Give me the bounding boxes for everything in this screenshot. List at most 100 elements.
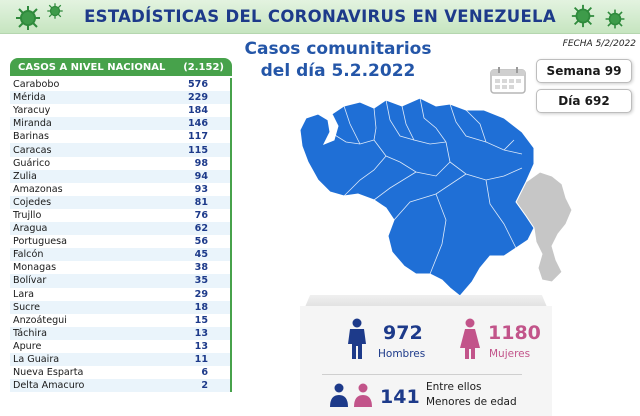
venezuela-map (299, 97, 573, 297)
case-count: 13 (194, 327, 208, 339)
state-name: Delta Amacuro (13, 380, 85, 392)
state-name: Carabobo (13, 79, 60, 91)
case-count: 56 (194, 236, 208, 248)
state-name: Cojedes (13, 196, 52, 208)
main-title: Casos comunitarios del día 5.2.2022 (238, 38, 438, 82)
virus-icon (571, 4, 595, 28)
table-row: Portuguesa 56 (10, 235, 230, 249)
case-count: 2 (201, 380, 208, 392)
week-box: Semana 99 (536, 59, 632, 83)
table-row: Mérida 229 (10, 91, 230, 105)
table-row: Zulia 94 (10, 169, 230, 183)
table-row: Sucre 18 (10, 300, 230, 314)
table-row: Monagas 38 (10, 261, 230, 275)
table-row: Aragua 62 (10, 222, 230, 236)
case-count: 576 (187, 79, 208, 91)
case-count: 93 (194, 183, 208, 195)
state-name: Miranda (13, 118, 52, 130)
virus-icon (16, 6, 40, 30)
state-name: Portuguesa (13, 236, 68, 248)
state-name: Nueva Esparta (13, 367, 84, 379)
table-row: Apure 13 (10, 339, 230, 353)
day-box: Día 692 (536, 89, 632, 113)
table-row: Trujllo 76 (10, 208, 230, 223)
case-count: 98 (194, 157, 208, 169)
calendar-icon (490, 67, 526, 94)
table-row: Lara 29 (10, 287, 230, 301)
table-row: Nueva Esparta 6 (10, 366, 230, 380)
case-count: 146 (187, 118, 208, 130)
case-count: 45 (194, 249, 208, 261)
state-name: Táchira (13, 327, 47, 339)
main-title-line2: del día 5.2.2022 (260, 61, 416, 81)
case-count: 94 (194, 170, 208, 182)
stats-divider (322, 374, 522, 375)
state-name: Aragua (13, 223, 48, 235)
state-name: Trujllo (13, 209, 42, 221)
header-banner: ESTADÍSTICAS DEL CORONAVIRUS EN VENEZUEL… (0, 0, 640, 34)
male-person-icon (348, 318, 366, 359)
women-count: 1180 (488, 322, 541, 344)
state-name: Lara (13, 288, 35, 300)
children-icon (330, 383, 372, 407)
table-row: Amazonas 93 (10, 182, 230, 196)
state-name: Barinas (13, 131, 50, 143)
state-name: Bolívar (13, 275, 47, 287)
men-label: Hombres (378, 348, 426, 360)
table-row: Anzoátegui 15 (10, 313, 230, 327)
minors-line2: Menores de edad (426, 396, 517, 408)
case-count: 184 (187, 105, 208, 117)
case-count: 13 (194, 340, 208, 352)
table-row: Miranda 146 (10, 117, 230, 131)
minors-line1: Entre ellos (426, 381, 482, 393)
state-name: Yaracuy (13, 105, 51, 117)
minors-count: 141 (380, 386, 420, 408)
case-count: 115 (187, 144, 208, 156)
map-region-venezuela (299, 97, 535, 297)
state-name: Zulia (13, 170, 37, 182)
table-row: Yaracuy 184 (10, 104, 230, 118)
case-count: 15 (194, 314, 208, 326)
case-count: 38 (194, 262, 208, 274)
table-row: Delta Amacuro 2 (10, 379, 230, 393)
date-label: FECHA 5/2/2022 (562, 39, 636, 49)
case-count: 62 (194, 223, 208, 235)
table-row: La Guaira 11 (10, 352, 230, 367)
cases-table: Carabobo 576 Mérida 229 Yaracuy 184 Miranda 146… (10, 78, 232, 393)
table-row: Guárico 98 (10, 156, 230, 170)
state-name: Sucre (13, 301, 41, 313)
state-name: Amazonas (13, 183, 63, 195)
map-region-esequibo (515, 171, 573, 283)
table-row: Táchira 13 (10, 326, 230, 340)
virus-icon (605, 9, 625, 29)
case-count: 35 (194, 275, 208, 287)
case-count: 29 (194, 288, 208, 300)
table-header: CASOS A NIVEL NACIONAL (2.152) (10, 58, 232, 76)
state-name: Mérida (13, 92, 46, 104)
state-name: Monagas (13, 262, 57, 274)
men-count: 972 (383, 322, 423, 344)
case-count: 11 (194, 354, 208, 366)
case-count: 117 (187, 131, 208, 143)
case-count: 81 (194, 196, 208, 208)
state-name: La Guaira (13, 354, 60, 366)
table-row: Carabobo 576 (10, 78, 230, 92)
state-name: Apure (13, 340, 42, 352)
table-row: Bolívar 35 (10, 274, 230, 288)
banner-title: ESTADÍSTICAS DEL CORONAVIRUS EN VENEZUEL… (84, 7, 556, 26)
table-row: Cojedes 81 (10, 195, 230, 209)
main-title-line1: Casos comunitarios (244, 39, 432, 59)
table-row: Caracas 115 (10, 143, 230, 157)
table-row: Barinas 117 (10, 130, 230, 144)
case-count: 18 (194, 301, 208, 313)
case-count: 6 (201, 367, 208, 379)
state-name: Caracas (13, 144, 52, 156)
female-person-icon (460, 318, 480, 359)
state-name: Anzoátegui (13, 314, 67, 326)
table-header-label: CASOS A NIVEL NACIONAL (18, 61, 166, 73)
table-row: Falcón 45 (10, 248, 230, 262)
state-name: Guárico (13, 157, 51, 169)
women-label: Mujeres (489, 348, 531, 360)
case-count: 229 (187, 92, 208, 104)
virus-icon (47, 3, 63, 19)
